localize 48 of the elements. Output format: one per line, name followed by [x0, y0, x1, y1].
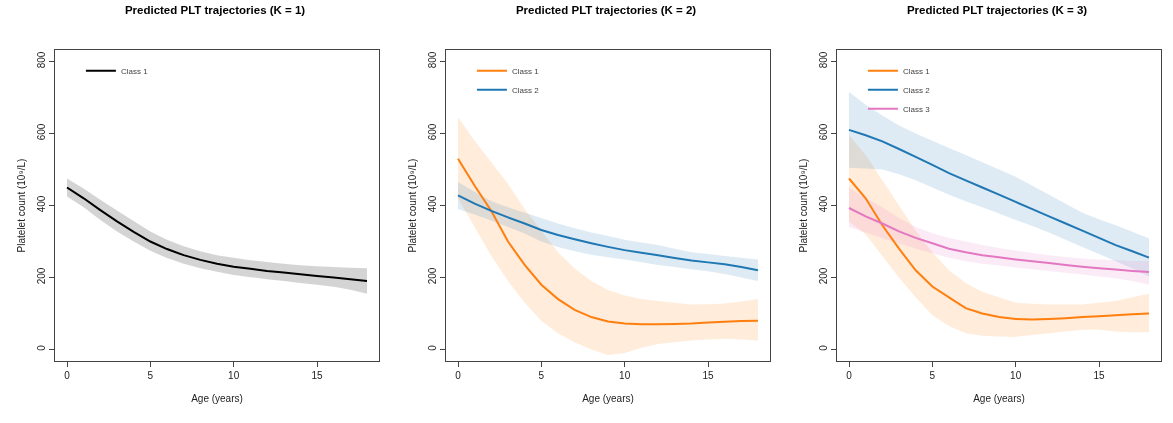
y-tick-label: 400 [818, 195, 829, 213]
x-tick-label: 5 [929, 370, 936, 381]
y-axis-title: Platelet count (10⁹/L) [407, 158, 418, 253]
x-axis-title: Age (years) [582, 392, 634, 404]
y-tick-label: 0 [36, 344, 47, 351]
x-tick-label: 0 [64, 370, 71, 381]
y-tick-label: 400 [36, 195, 47, 213]
chart-title: Predicted PLT trajectories (K = 2) [515, 4, 697, 17]
x-axis-title: Age (years) [973, 392, 1025, 404]
line-series [457, 157, 759, 326]
legend-label: Class 2 [511, 85, 540, 95]
line-series [848, 128, 1150, 259]
x-tick-label: 5 [538, 370, 545, 381]
y-tick-label: 800 [36, 51, 47, 69]
y-tick-label: 400 [427, 195, 438, 213]
x-tick-label: 15 [311, 370, 323, 381]
line-series [848, 207, 1150, 274]
x-tick-label: 0 [846, 370, 853, 381]
x-tick-label: 0 [455, 370, 462, 381]
y-tick-label: 600 [818, 123, 829, 141]
chart-title: Predicted PLT trajectories (K = 3) [906, 4, 1088, 17]
x-tick-label: 10 [228, 370, 240, 381]
line-series [66, 186, 368, 283]
y-tick-label: 800 [818, 51, 829, 69]
y-tick-label: 0 [818, 344, 829, 351]
legend-label: Class 1 [902, 66, 931, 76]
y-tick-label: 600 [427, 123, 438, 141]
legend-label: Class 1 [120, 66, 149, 76]
legend-label: Class 2 [902, 85, 931, 95]
x-tick-label: 15 [1093, 370, 1105, 381]
line-series [848, 177, 1150, 321]
y-tick-label: 200 [818, 267, 829, 285]
x-tick-label: 10 [1010, 370, 1022, 381]
y-tick-label: 200 [427, 267, 438, 285]
y-axis-title: Platelet count (10⁹/L) [16, 158, 27, 253]
y-tick-label: 200 [36, 267, 47, 285]
chart-title: Predicted PLT trajectories (K = 1) [124, 4, 306, 17]
legend-label: Class 1 [511, 66, 540, 76]
y-tick-label: 800 [427, 51, 438, 69]
legend-label: Class 3 [902, 104, 931, 114]
y-tick-label: 0 [427, 344, 438, 351]
x-tick-label: 5 [147, 370, 154, 381]
line-series [457, 194, 759, 272]
x-axis-title: Age (years) [191, 392, 243, 404]
y-tick-label: 600 [36, 123, 47, 141]
x-tick-label: 10 [619, 370, 631, 381]
y-axis-title: Platelet count (10⁹/L) [798, 158, 809, 253]
x-tick-label: 15 [702, 370, 714, 381]
